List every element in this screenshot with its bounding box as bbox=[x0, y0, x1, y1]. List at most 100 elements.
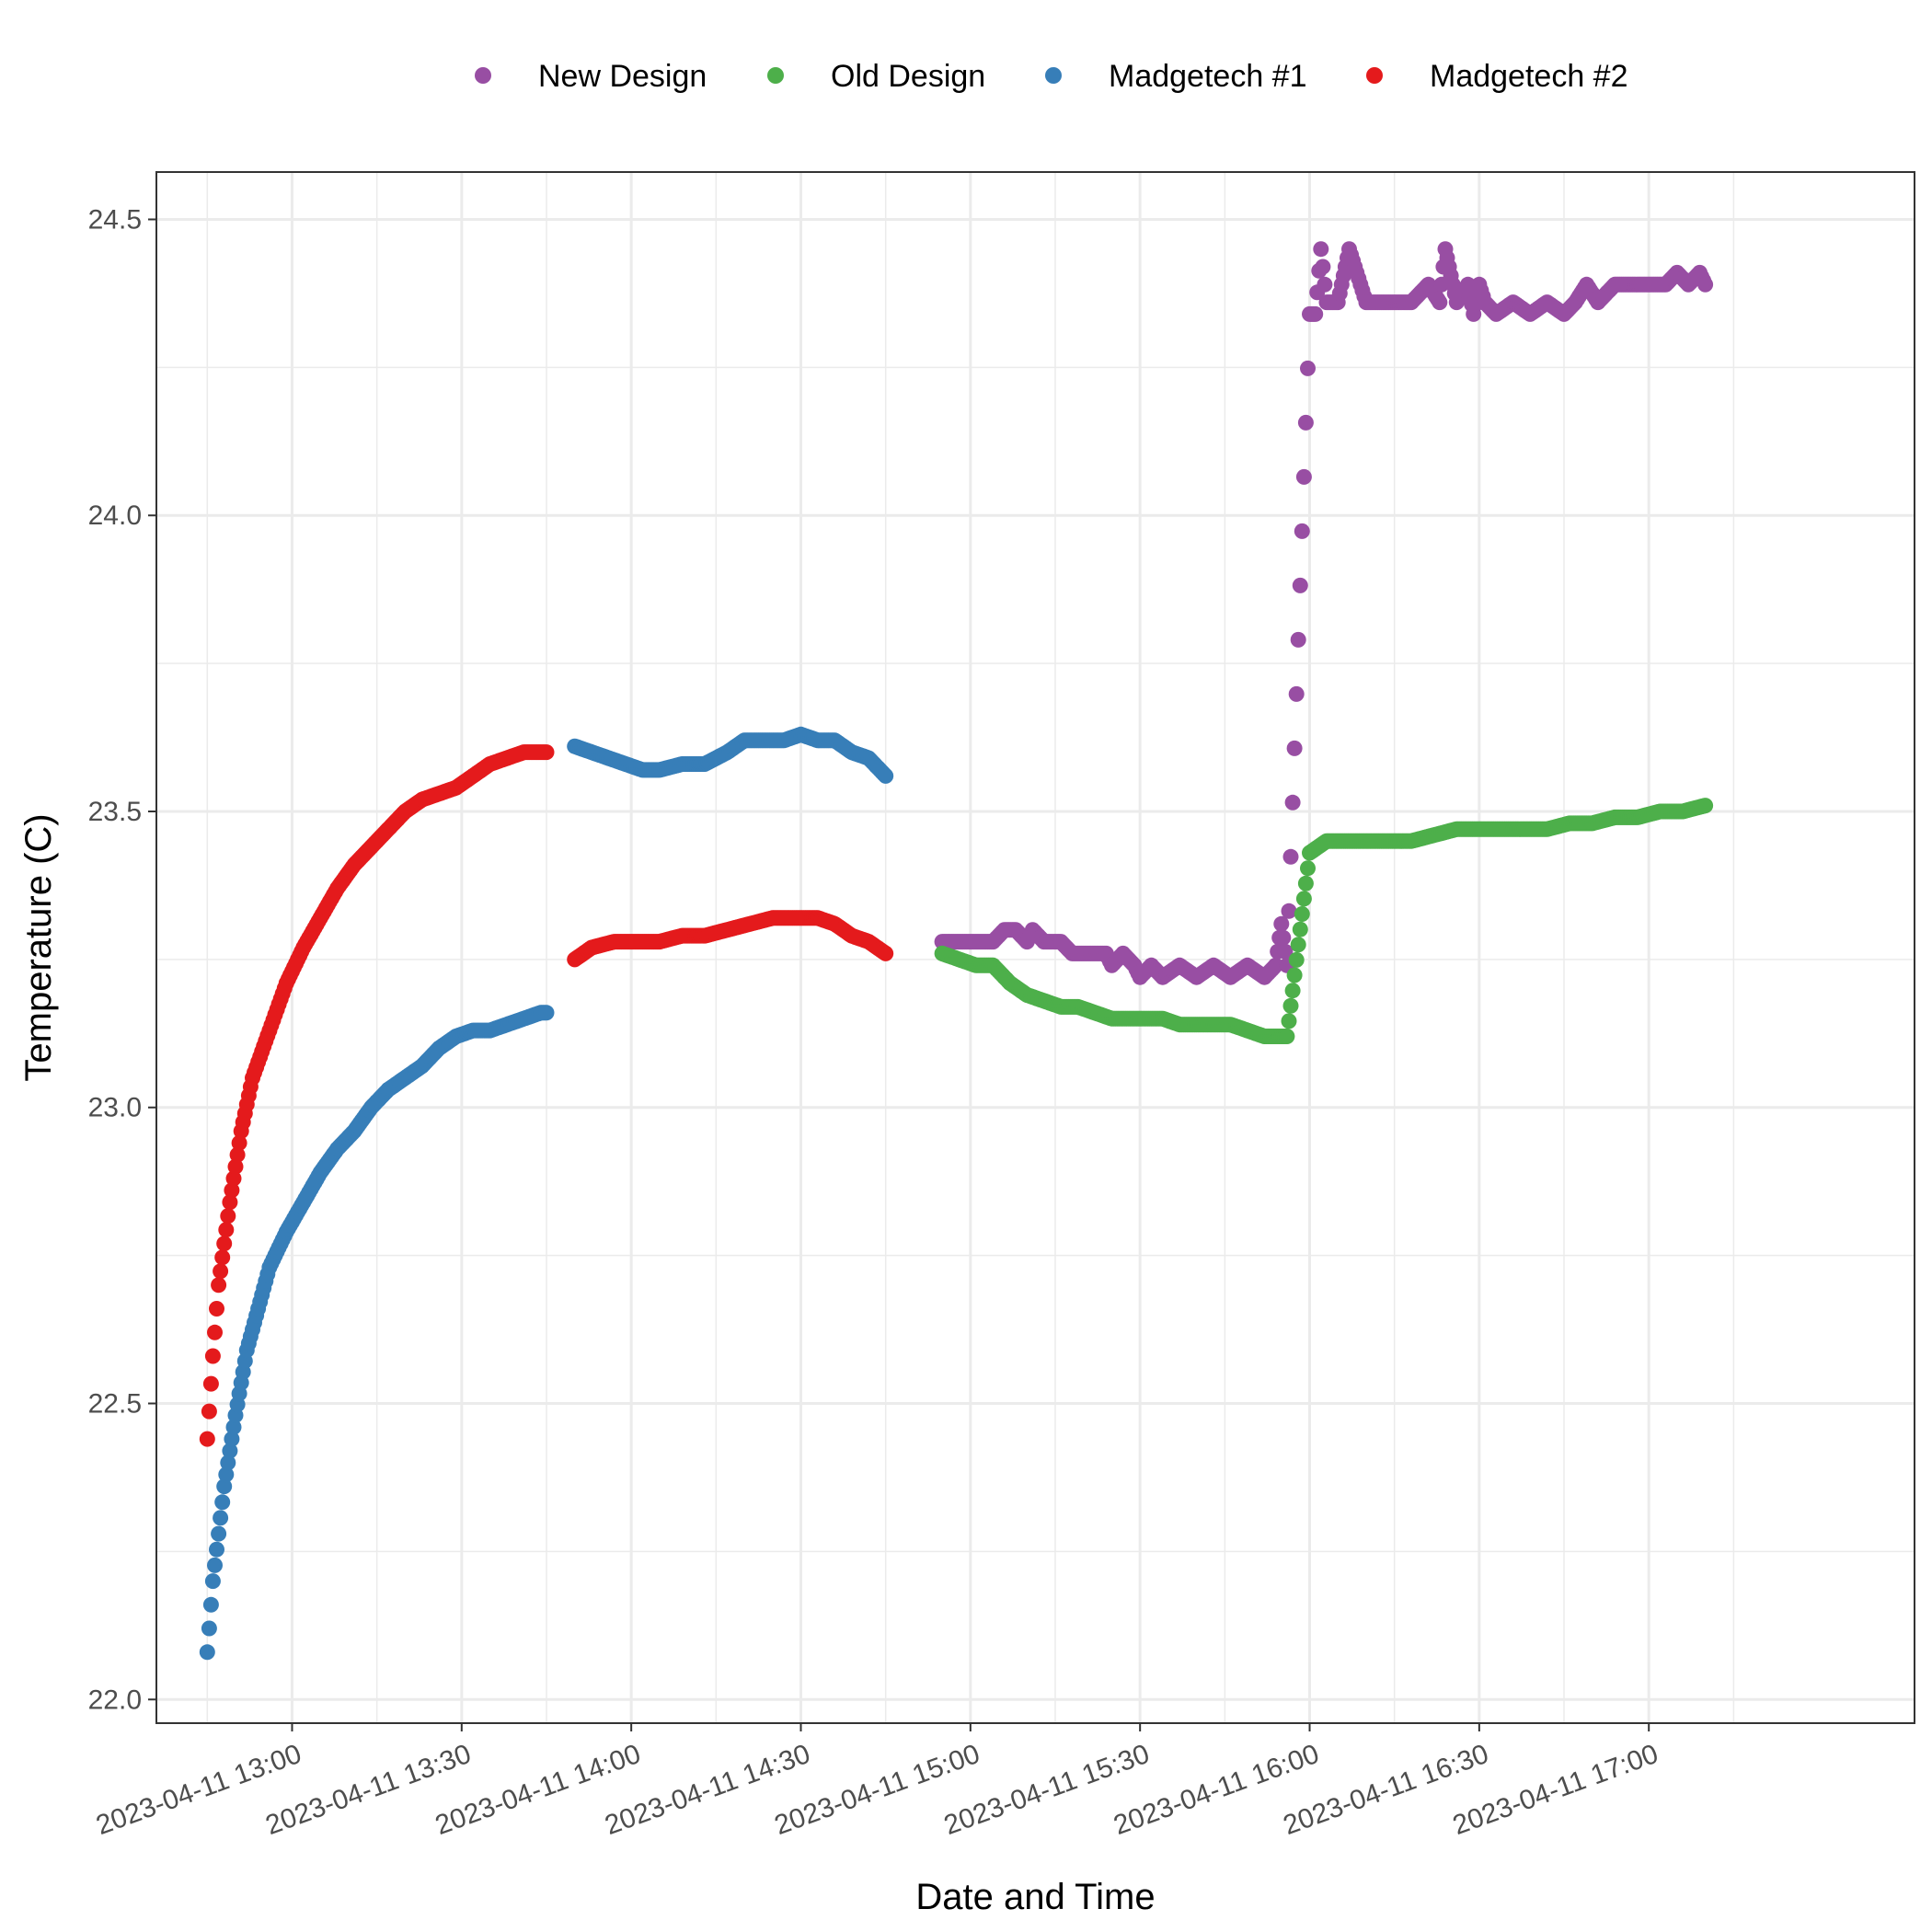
data-point bbox=[1315, 259, 1331, 275]
data-point bbox=[538, 744, 555, 761]
data-point bbox=[207, 1557, 223, 1573]
data-point bbox=[229, 1146, 246, 1163]
data-point bbox=[1294, 906, 1310, 922]
data-point bbox=[1273, 915, 1290, 932]
data-point bbox=[1284, 794, 1301, 811]
legend-label: Madgetech #2 bbox=[1430, 59, 1628, 94]
data-point bbox=[1697, 798, 1714, 814]
data-point bbox=[1288, 685, 1305, 702]
data-point bbox=[222, 1443, 238, 1459]
data-point bbox=[231, 1134, 247, 1151]
y-tick-label: 22.5 bbox=[88, 1389, 142, 1420]
data-point bbox=[1284, 983, 1301, 999]
legend-item: Old Design bbox=[767, 59, 985, 94]
data-point bbox=[218, 1466, 235, 1483]
data-point bbox=[218, 1222, 235, 1238]
data-point bbox=[1297, 414, 1314, 431]
data-point bbox=[1282, 848, 1299, 865]
data-point bbox=[220, 1455, 236, 1471]
data-point bbox=[878, 767, 894, 784]
data-point bbox=[199, 1431, 215, 1447]
data-point bbox=[1282, 997, 1299, 1014]
data-point bbox=[204, 1573, 221, 1590]
data-point bbox=[538, 1005, 555, 1021]
data-point bbox=[1290, 631, 1306, 648]
data-point bbox=[214, 1494, 231, 1511]
data-point bbox=[222, 1194, 238, 1211]
data-point bbox=[211, 1277, 227, 1294]
data-point bbox=[225, 1419, 242, 1435]
data-point bbox=[1286, 740, 1303, 756]
data-point bbox=[1281, 1013, 1297, 1029]
grid-minor bbox=[156, 172, 1915, 1723]
data-point bbox=[207, 1324, 223, 1340]
y-tick-label: 22.0 bbox=[88, 1685, 142, 1715]
data-point bbox=[224, 1431, 240, 1447]
data-point bbox=[1288, 951, 1305, 968]
data-point bbox=[202, 1375, 219, 1392]
data-point bbox=[214, 1249, 231, 1266]
x-axis-title: Date and Time bbox=[915, 1877, 1155, 1917]
data-point bbox=[1307, 305, 1324, 322]
data-point bbox=[225, 1170, 242, 1187]
data-point bbox=[1290, 937, 1306, 953]
legend-key bbox=[1045, 67, 1062, 84]
data-point bbox=[1294, 523, 1310, 539]
data-point bbox=[216, 1478, 233, 1495]
data-point bbox=[1286, 967, 1303, 983]
data-point bbox=[227, 1158, 244, 1175]
data-point bbox=[1295, 468, 1312, 485]
series-new-design bbox=[934, 241, 1714, 985]
y-tick-label: 23.5 bbox=[88, 797, 142, 827]
legend-item: Madgetech #2 bbox=[1366, 59, 1628, 94]
data-point bbox=[1432, 294, 1448, 311]
series-madgetech-2 bbox=[199, 744, 894, 1447]
data-point bbox=[204, 1348, 221, 1364]
data-point bbox=[209, 1301, 224, 1317]
panel-border bbox=[155, 171, 1915, 1724]
data-point bbox=[1317, 276, 1333, 293]
data-point bbox=[216, 1236, 233, 1252]
legend-label: Madgetech #1 bbox=[1109, 59, 1307, 94]
data-point bbox=[199, 1644, 215, 1661]
data-point bbox=[1279, 1029, 1295, 1044]
legend-key bbox=[1366, 67, 1383, 84]
y-tick-label: 24.0 bbox=[88, 500, 142, 531]
data-point bbox=[1275, 929, 1292, 946]
data-point bbox=[1295, 891, 1312, 907]
legend-label: New Design bbox=[538, 59, 707, 94]
data-point bbox=[220, 1208, 236, 1225]
data-point bbox=[224, 1182, 240, 1199]
data-point bbox=[213, 1510, 229, 1526]
y-axis: 22.0 22.5 23.0 23.5 24.0 24.5 bbox=[88, 204, 156, 1715]
data-point bbox=[201, 1403, 217, 1420]
legend-item: New Design bbox=[475, 59, 707, 94]
series-madgetech-1 bbox=[199, 726, 894, 1661]
data-point bbox=[1281, 903, 1297, 919]
data-point bbox=[211, 1525, 227, 1542]
legend-key bbox=[475, 67, 491, 84]
data-point bbox=[1313, 241, 1329, 258]
data-point bbox=[878, 945, 894, 961]
data-point bbox=[1292, 921, 1308, 937]
legend: New Design Old Design Madgetech #1 Madgetec… bbox=[475, 59, 1628, 94]
legend-key bbox=[767, 67, 784, 84]
grid-major bbox=[156, 172, 1915, 1723]
data-point bbox=[202, 1596, 219, 1613]
y-axis-title: Temperature (C) bbox=[18, 813, 59, 1081]
y-tick-label: 24.5 bbox=[88, 204, 142, 235]
data-point bbox=[1697, 276, 1714, 293]
data-point bbox=[1300, 860, 1316, 877]
y-tick-label: 23.0 bbox=[88, 1093, 142, 1123]
data-point bbox=[209, 1541, 224, 1558]
data-point bbox=[1268, 957, 1284, 973]
legend-label: Old Design bbox=[831, 59, 985, 94]
data-point bbox=[201, 1620, 217, 1637]
data-point bbox=[213, 1263, 229, 1280]
legend-item: Madgetech #1 bbox=[1045, 59, 1307, 94]
series-old-design bbox=[934, 798, 1714, 1044]
data-point bbox=[1277, 943, 1294, 960]
points-layer bbox=[199, 241, 1714, 1661]
